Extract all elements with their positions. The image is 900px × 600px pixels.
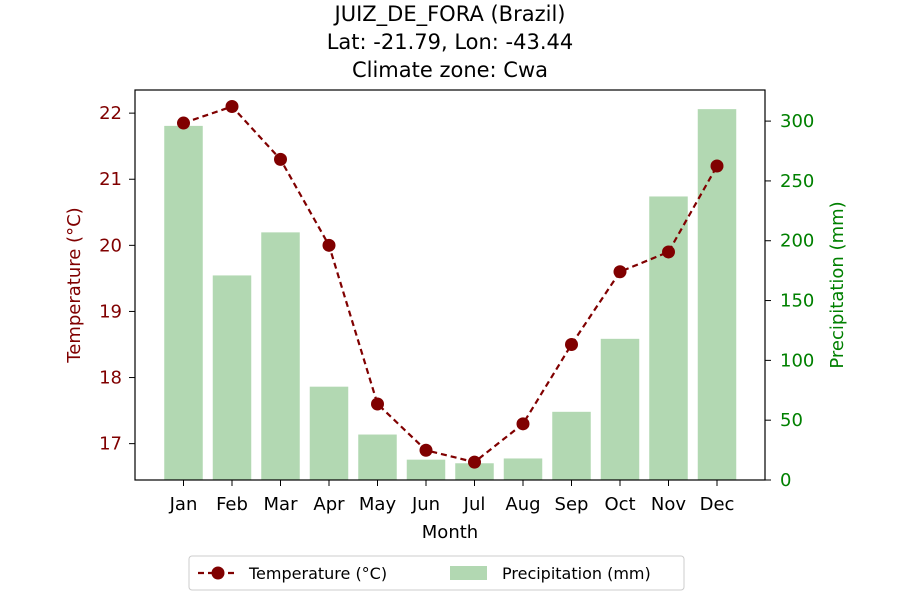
x-tick-label-jul: Jul xyxy=(463,494,486,515)
legend-temperature-label: Temperature (°C) xyxy=(248,564,387,583)
legend-precipitation-label: Precipitation (mm) xyxy=(502,564,651,583)
temp-tick-label: 22 xyxy=(99,103,122,124)
temp-point-oct xyxy=(613,265,627,279)
temp-point-feb xyxy=(225,100,239,114)
temp-point-apr xyxy=(322,238,336,252)
precip-tick-label: 250 xyxy=(780,171,814,192)
temperature-axis: 17 18 19 20 21 22 xyxy=(99,103,135,455)
x-tick-label-may: May xyxy=(359,494,397,515)
temp-point-jan xyxy=(177,116,190,130)
precip-bar-oct xyxy=(600,338,640,480)
precip-tick-label: 300 xyxy=(780,111,814,132)
precip-tick-label: 150 xyxy=(780,291,814,312)
legend-precipitation-swatch xyxy=(450,566,487,580)
temp-tick-label: 21 xyxy=(99,169,122,190)
precipitation-axis-label: Precipitation (mm) xyxy=(827,201,848,368)
temp-tick-label: 19 xyxy=(99,301,122,322)
legend-frame xyxy=(188,555,685,591)
x-tick-label-jun: Jun xyxy=(411,494,440,515)
precip-tick-label: 50 xyxy=(780,410,803,431)
x-tick-label-aug: Aug xyxy=(505,494,540,515)
temp-point-nov xyxy=(662,245,675,259)
title-line-1: JUIZ_DE_FORA (Brazil) xyxy=(333,2,566,27)
precip-bar-jan xyxy=(164,125,203,480)
precip-bar-may xyxy=(358,434,397,480)
x-axis: Jan Feb Mar Apr May Jun Jul Aug Sep Oct Nov Dec xyxy=(169,480,735,515)
x-tick-label-dec: Dec xyxy=(700,494,735,515)
chart-title: JUIZ_DE_FORA (Brazil) Lat: -21.79, Lon: … xyxy=(327,2,574,82)
temperature-axis-label: Temperature (°C) xyxy=(64,207,85,363)
precip-bar-mar xyxy=(261,232,300,480)
temperature-series-line xyxy=(183,105,718,464)
temp-point-sep xyxy=(565,337,578,351)
precip-bar-apr xyxy=(309,386,349,480)
temp-point-aug xyxy=(516,417,530,431)
temp-point-dec xyxy=(710,159,724,173)
temp-point-jul xyxy=(468,455,481,469)
temp-tick-label: 17 xyxy=(99,434,122,455)
precip-bar-jun xyxy=(406,459,446,480)
precip-bar-sep xyxy=(552,411,591,480)
x-tick-label-oct: Oct xyxy=(604,494,635,515)
temp-tick-label: 20 xyxy=(99,235,122,256)
x-tick-label-nov: Nov xyxy=(651,494,686,515)
precip-bar-aug xyxy=(503,458,543,480)
temp-point-mar xyxy=(274,152,287,166)
temp-point-jun xyxy=(419,443,433,457)
title-line-3: Climate zone: Cwa xyxy=(352,58,548,82)
precip-bar-jul xyxy=(455,463,494,480)
title-line-2: Lat: -21.79, Lon: -43.44 xyxy=(327,30,574,54)
precip-bar-feb xyxy=(212,275,252,480)
temp-tick-label: 18 xyxy=(99,368,122,389)
legend: Temperature (°C) Precipitation (mm) xyxy=(188,555,685,591)
legend-temperature-marker xyxy=(211,566,225,580)
temp-point-may xyxy=(371,397,384,411)
precip-tick-label: 200 xyxy=(780,231,814,252)
x-tick-label-apr: Apr xyxy=(313,494,345,515)
temperature-line xyxy=(177,100,724,469)
x-axis-label: Month xyxy=(422,522,478,543)
x-tick-label-jan: Jan xyxy=(169,494,198,515)
x-tick-label-feb: Feb xyxy=(216,494,248,515)
x-tick-label-sep: Sep xyxy=(555,494,589,515)
precipitation-axis: 0 50 100 150 200 250 300 xyxy=(765,111,814,491)
plot-frame xyxy=(134,89,766,481)
precipitation-bars xyxy=(164,109,737,480)
precip-tick-label: 100 xyxy=(780,350,814,371)
precip-tick-label: 0 xyxy=(780,470,791,491)
precip-bar-nov xyxy=(649,196,688,480)
x-tick-label-mar: Mar xyxy=(264,494,299,515)
